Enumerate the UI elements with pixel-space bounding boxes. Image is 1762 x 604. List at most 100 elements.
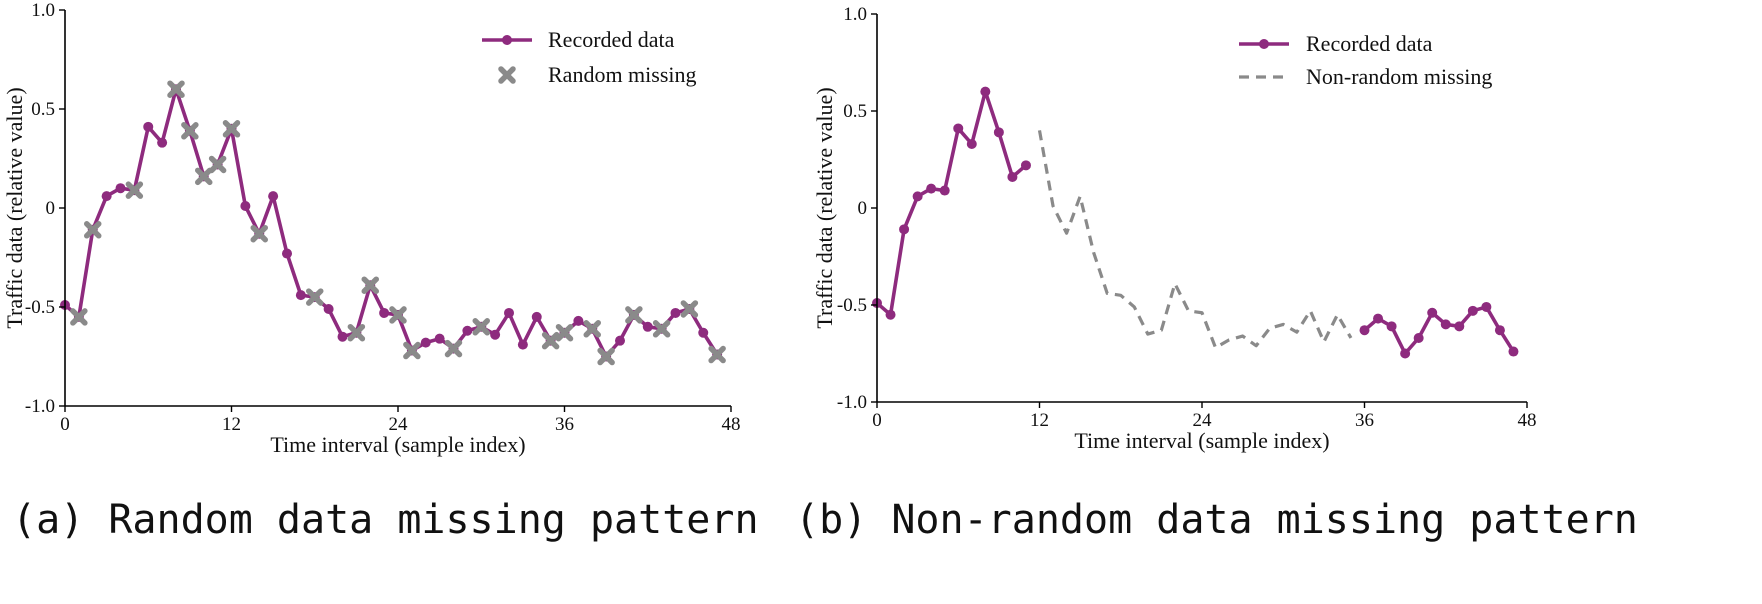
y-tick-label-b-0: -1.0	[837, 392, 867, 413]
y-tick-label-b-3: 0.5	[843, 101, 867, 122]
series-a-0-point-44	[670, 307, 681, 318]
series-a-1-marker-18	[583, 320, 601, 338]
x-axis-label-a: Time interval (sample index)	[270, 432, 525, 457]
series-a-1-marker-16	[541, 331, 560, 350]
y-axis-label-a: Traffic data (relative value)	[2, 87, 27, 328]
x-tick-label-b-3: 36	[1355, 410, 1374, 431]
series-a-1-marker-6	[208, 155, 227, 174]
series-a-1-marker-5	[195, 167, 213, 186]
series-b-0-point-7	[966, 138, 977, 149]
series-b-0-point-11	[1020, 160, 1031, 171]
series-a-1-marker-15	[472, 318, 490, 336]
series-a-1-marker-0	[70, 308, 88, 326]
x-tick-label-b-4: 48	[1518, 410, 1537, 431]
series-b-2-point-11	[1508, 346, 1519, 357]
series-a-1-marker-21	[652, 320, 671, 338]
legend-marker-missing-a	[498, 66, 516, 84]
series-b-2-line	[1363, 305, 1515, 356]
y-tick-label-a-0: -1.0	[25, 396, 55, 417]
series-a-0-point-27	[434, 333, 445, 344]
series-a-0-point-29	[462, 325, 473, 336]
ticks-b: 0 12 24 36 48 -1.0 -0.5 0 0.5 1.0	[837, 4, 1537, 431]
series-b-0-point-6	[953, 123, 964, 134]
series-b-2-point-3	[1400, 348, 1411, 359]
y-tick-label-a-2: 0	[46, 198, 56, 219]
caption-b: (b) Non-random data missing pattern	[795, 497, 1638, 543]
x-tick-label-a-2: 24	[389, 414, 409, 435]
series-a-0-point-13	[240, 201, 251, 212]
series-a-1-marker-12	[389, 306, 407, 324]
y-tick-label-a-3: 0.5	[31, 99, 55, 120]
series-a-0-point-32	[504, 307, 514, 318]
ticks-a: 0 12 24 36 48 -1.0 -0.5 0 0.5 1.0	[25, 0, 741, 435]
series-b-2-point-9	[1481, 301, 1492, 312]
legend-b: Recorded data Non-random missing	[1239, 31, 1492, 89]
chart-panel-b: 0 12 24 36 48 -1.0 -0.5 0 0.5 1.0 Time interval (…	[812, 4, 1537, 453]
x-axis-label-b: Time interval (sample index)	[1074, 428, 1329, 453]
series-a-0-point-37	[573, 315, 584, 326]
x-tick-label-b-0: 0	[872, 410, 882, 431]
x-tick-label-b-1: 12	[1030, 410, 1049, 431]
series-a-0-line	[63, 87, 719, 359]
series-a-1-marker-10	[347, 323, 366, 342]
series-a-1-marker-14	[444, 339, 463, 358]
x-tick-label-a-1: 12	[222, 414, 241, 435]
chart-panel-a: 0 12 24 36 48 -1.0 -0.5 0 0.5 1.0 Time interval (…	[2, 0, 741, 457]
series-a-1-marker-4	[181, 122, 199, 140]
series-b-2-point-2	[1386, 321, 1397, 332]
series-a-0-point-19	[323, 303, 334, 314]
series-a-1-marker-23	[708, 345, 726, 364]
y-tick-label-b-1: -0.5	[837, 295, 867, 316]
series-b-2-point-7	[1454, 321, 1465, 332]
y-tick-label-a-1: -0.5	[25, 297, 55, 318]
legend-label-recorded-b: Recorded data	[1306, 31, 1433, 56]
series-b-1-line	[1037, 130, 1353, 350]
series-a-0-point-31	[490, 329, 501, 340]
series-a-1-marker-1	[84, 221, 102, 239]
series-a-1-marker-3	[167, 80, 185, 98]
legend-label-recorded-a: Recorded data	[548, 27, 675, 52]
plot-area-b	[872, 86, 1519, 359]
series-a-0-point-15	[268, 191, 279, 202]
series-b-0-point-9	[993, 127, 1004, 138]
series-b-2-point-8	[1467, 305, 1478, 316]
x-tick-label-a-0: 0	[60, 414, 70, 435]
series-a-1-marker-19	[597, 347, 615, 366]
series-a-1-marker-2	[125, 181, 144, 199]
series-a-0-point-33	[517, 339, 528, 350]
x-tick-label-a-3: 36	[555, 414, 574, 435]
series-a-0-point-46	[698, 327, 709, 338]
series-a-1-marker-17	[555, 323, 574, 342]
series-b-2-point-4	[1413, 332, 1424, 343]
plot-area-a	[60, 80, 726, 366]
series-b-2-point-1	[1373, 313, 1384, 324]
series-a-0-point-16	[282, 248, 292, 259]
series-a-1-marker-9	[306, 288, 324, 306]
x-tick-label-a-4: 48	[722, 414, 741, 435]
series-a-0-point-17	[295, 290, 306, 301]
legend-label-missing-b: Non-random missing	[1306, 64, 1492, 89]
legend-a: Recorded data Random missing	[482, 27, 697, 87]
y-tick-label-a-4: 1.0	[31, 0, 55, 21]
series-a-0-point-42	[642, 321, 653, 332]
caption-a: (a) Random data missing pattern	[12, 497, 759, 543]
series-b-2-point-10	[1494, 325, 1505, 336]
series-b-0-point-5	[939, 185, 950, 196]
series-b-2-point-6	[1440, 319, 1451, 330]
series-b-0-point-10	[1007, 171, 1018, 182]
series-b-0-line	[875, 89, 1028, 317]
legend-marker-recorded-a	[502, 35, 512, 45]
legend-label-missing-a: Random missing	[548, 62, 697, 87]
series-a-1-marker-13	[403, 341, 421, 360]
series-a-0-point-4	[115, 183, 126, 194]
series-b-0-point-2	[899, 224, 910, 235]
series-b-0-point-1	[885, 309, 896, 320]
series-b-0-point-3	[912, 191, 923, 202]
series-a-0-point-3	[101, 191, 112, 202]
series-a-1-marker-20	[625, 306, 643, 324]
series-b-2-point-5	[1427, 307, 1438, 318]
x-tick-label-b-2: 24	[1193, 410, 1213, 431]
series-a-1-marker-11	[361, 276, 379, 294]
series-b-0-point-4	[926, 183, 937, 194]
